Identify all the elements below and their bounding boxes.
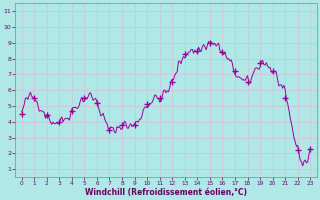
X-axis label: Windchill (Refroidissement éolien,°C): Windchill (Refroidissement éolien,°C) (85, 188, 247, 197)
